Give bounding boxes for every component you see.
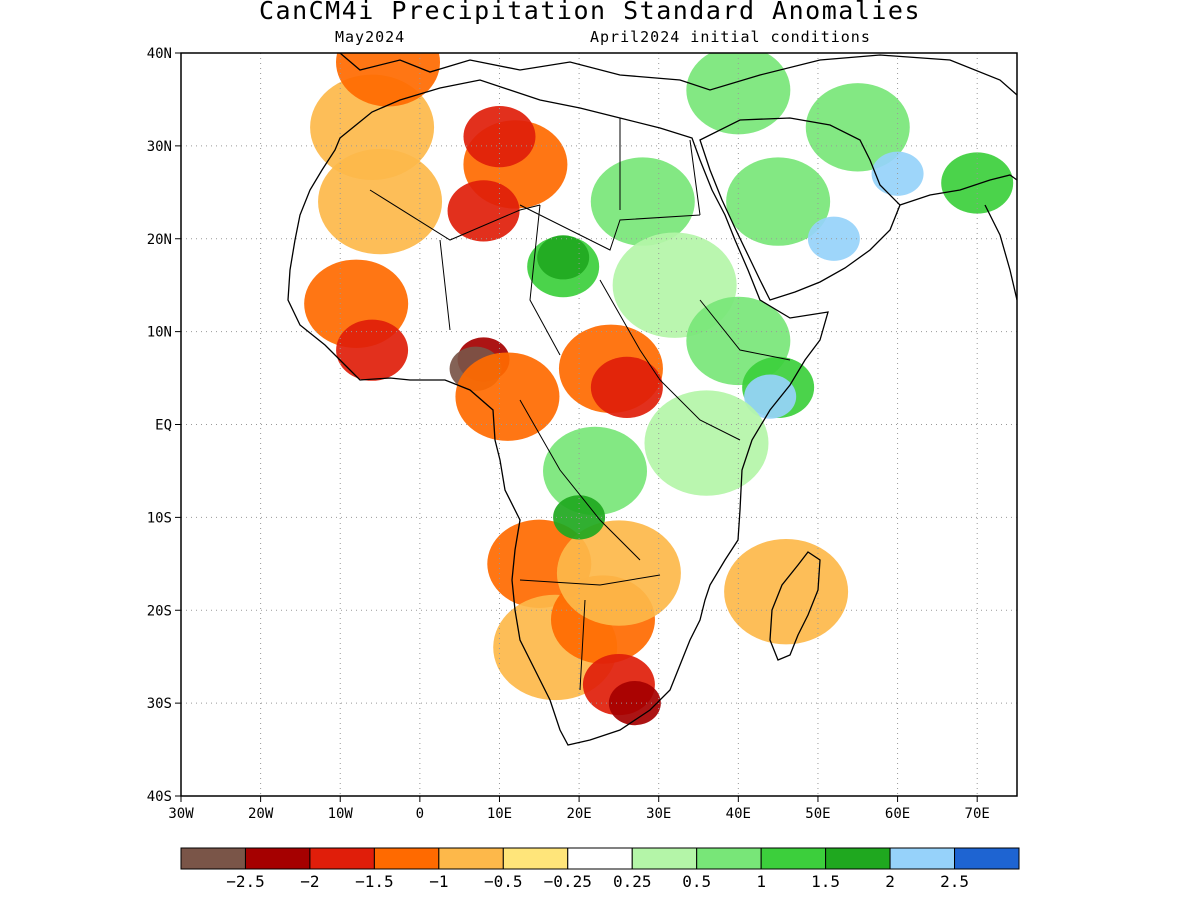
colorbar-swatch (954, 847, 1020, 870)
colorbar-label: −2 (300, 872, 319, 891)
colorbar-label: −0.5 (484, 872, 523, 891)
colorbar-swatch (180, 847, 246, 870)
lon-tick-label: 20W (248, 806, 274, 822)
anomaly-cameroon-dry (455, 352, 560, 441)
colorbar-label: −1 (429, 872, 448, 891)
lon-tick-label: 60E (885, 806, 910, 822)
colorbar-swatch (760, 847, 827, 870)
anomaly-east-africa-wet (644, 390, 769, 496)
lon-tick-label: 10W (328, 806, 354, 822)
lon-tick-label: 30E (646, 806, 671, 822)
colorbar-swatch (567, 847, 633, 870)
initial-conditions: April2024 initial conditions (590, 28, 871, 46)
colorbar-label: 0.5 (682, 872, 711, 891)
africa-coastline (287, 79, 829, 746)
lat-tick-label: 20S (147, 603, 172, 619)
anomaly-libya-core-dry (463, 105, 536, 168)
lat-tick-label: 30S (147, 696, 172, 712)
arabia-coastline (699, 117, 901, 301)
anomaly-field (304, 53, 1014, 726)
border-lines (369, 118, 791, 691)
anomaly-guinea-coast-dry (336, 319, 409, 381)
lon-tick-label: 10E (487, 806, 512, 822)
lon-tick-label: 0 (416, 806, 424, 822)
anomaly-chad-core-wet (537, 235, 590, 280)
anomaly-iberia-north-dry (336, 53, 440, 107)
lon-tick-label: 20E (566, 806, 591, 822)
anomaly-south-africa-core-dry (608, 681, 661, 726)
latitude-axis: 40N 30N 20N 10N EQ 10S 20S 30S 40S (147, 46, 181, 805)
anomaly-niger-dry (447, 180, 520, 242)
lon-tick-label: 50E (805, 806, 830, 822)
india-coastline (899, 174, 1017, 301)
colorbar-label: 1 (756, 872, 766, 891)
anomaly-yemen-oman-very-wet (807, 216, 860, 261)
anomaly-car-core-dry (590, 356, 663, 418)
anomaly-drc-wet (543, 426, 648, 516)
lon-tick-label: 40E (726, 806, 751, 822)
colorbar-swatch (825, 847, 891, 870)
lat-tick-label: 10N (147, 325, 172, 341)
europe-coastline (339, 53, 1017, 96)
colorbar-label: 1.5 (811, 872, 840, 891)
lat-tick-label: 40N (147, 46, 172, 62)
anomaly-somalia-core-wet (744, 374, 797, 419)
coastlines (287, 53, 1017, 746)
colorbar-label: −1.5 (355, 872, 394, 891)
anomaly-madagascar-dry (724, 538, 849, 645)
colorbar-swatch (373, 847, 440, 870)
colorbar-swatch (309, 847, 375, 870)
colorbar: −2.5 −2 −1.5 −1 −0.5 −0.25 0.25 0.5 1 1.5 2 2.5 (180, 847, 1020, 891)
colorbar-swatch (502, 847, 569, 870)
colorbar-label: 0.25 (613, 872, 652, 891)
forecast-month: May2024 (335, 28, 406, 46)
lat-tick-label: 40S (147, 789, 172, 805)
colorbar-label: −0.25 (544, 872, 592, 891)
madagascar-coastline (769, 551, 821, 661)
lat-tick-label: 20N (147, 232, 172, 248)
lat-tick-label: 10S (147, 510, 172, 526)
colorbar-swatch (631, 847, 698, 870)
chart-title: CanCM4i Precipitation Standard Anomalies (258, 0, 922, 25)
longitude-axis: 30W 20W 10W 0 10E 20E 30E 40E 50E 60E 70E (168, 796, 990, 822)
lon-tick-label: 30W (168, 806, 194, 822)
colorbar-label: 2 (885, 872, 895, 891)
anomaly-angola-core-wet (553, 495, 606, 540)
lat-tick-label: 30N (147, 139, 172, 155)
anomaly-iran-wet (805, 83, 910, 172)
anomaly-egypt-sudan-wet (590, 157, 695, 246)
lat-tick-label: EQ (155, 418, 172, 434)
colorbar-swatch (244, 847, 311, 870)
anomaly-arabia-wet (726, 157, 831, 246)
colorbar-swatch (696, 847, 762, 870)
lon-tick-label: 70E (965, 806, 990, 822)
anomaly-zambia-dry (556, 520, 681, 626)
colorbar-label: −2.5 (226, 872, 265, 891)
colorbar-label: 2.5 (940, 872, 969, 891)
colorbar-swatch (889, 847, 956, 870)
colorbar-swatch (438, 847, 504, 870)
